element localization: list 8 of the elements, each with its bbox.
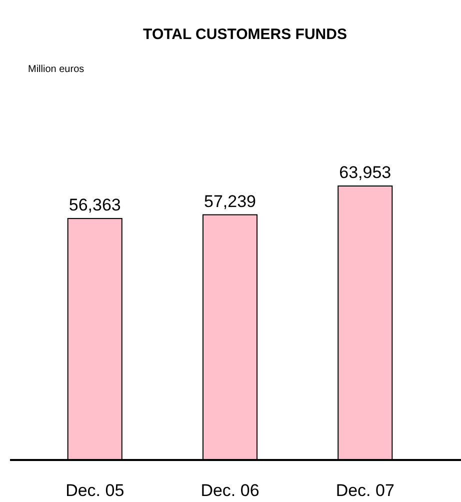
x-tick-label: Dec. 07 xyxy=(336,481,394,500)
x-tick-label: Dec. 06 xyxy=(200,481,260,500)
data-label: 56,363 xyxy=(68,196,121,215)
chart-title: TOTAL CUSTOMERS FUNDS xyxy=(143,26,347,43)
chart-subtitle: Million euros xyxy=(28,64,84,75)
data-label: 63,953 xyxy=(339,163,392,182)
x-tick-label: Dec. 05 xyxy=(66,481,124,500)
data-label: 57,239 xyxy=(204,192,256,211)
